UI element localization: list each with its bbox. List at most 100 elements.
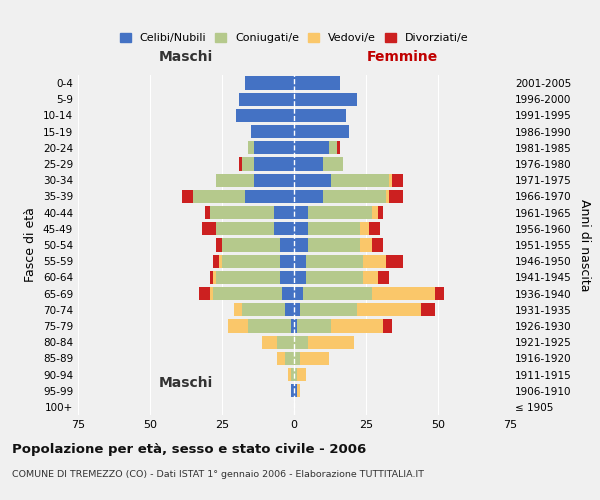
- Bar: [305, 270, 363, 284]
- Bar: [392, 174, 403, 187]
- Bar: [239, 158, 242, 170]
- Bar: [280, 270, 294, 284]
- Bar: [228, 320, 248, 332]
- Bar: [421, 303, 435, 316]
- Bar: [294, 352, 300, 365]
- Bar: [216, 174, 254, 187]
- Text: Femmine: Femmine: [367, 50, 437, 64]
- Bar: [216, 270, 280, 284]
- Bar: [294, 320, 297, 332]
- Legend: Celibi/Nubili, Coniugati/e, Vedovi/e, Divorziati/e: Celibi/Nubili, Coniugati/e, Vedovi/e, Di…: [119, 33, 469, 43]
- Bar: [308, 222, 360, 235]
- Bar: [283, 287, 294, 300]
- Bar: [248, 320, 291, 332]
- Bar: [389, 174, 392, 187]
- Bar: [297, 384, 300, 398]
- Bar: [300, 303, 358, 316]
- Bar: [222, 238, 280, 252]
- Bar: [211, 287, 214, 300]
- Bar: [193, 190, 245, 203]
- Bar: [294, 384, 297, 398]
- Bar: [211, 270, 214, 284]
- Y-axis label: Anni di nascita: Anni di nascita: [578, 198, 591, 291]
- Bar: [219, 254, 222, 268]
- Bar: [216, 222, 274, 235]
- Bar: [331, 174, 389, 187]
- Bar: [242, 158, 254, 170]
- Bar: [363, 254, 386, 268]
- Bar: [245, 76, 294, 90]
- Bar: [251, 125, 294, 138]
- Bar: [294, 336, 308, 349]
- Bar: [329, 141, 337, 154]
- Bar: [205, 206, 211, 220]
- Bar: [377, 206, 383, 220]
- Text: Popolazione per età, sesso e stato civile - 2006: Popolazione per età, sesso e stato civil…: [12, 442, 366, 456]
- Bar: [262, 336, 277, 349]
- Bar: [214, 270, 216, 284]
- Bar: [323, 158, 343, 170]
- Bar: [280, 238, 294, 252]
- Bar: [274, 206, 294, 220]
- Bar: [383, 320, 392, 332]
- Bar: [242, 303, 286, 316]
- Bar: [435, 287, 444, 300]
- Bar: [294, 254, 305, 268]
- Bar: [294, 222, 308, 235]
- Bar: [280, 254, 294, 268]
- Bar: [360, 238, 372, 252]
- Bar: [236, 109, 294, 122]
- Bar: [300, 352, 329, 365]
- Bar: [254, 174, 294, 187]
- Bar: [308, 238, 360, 252]
- Bar: [202, 222, 216, 235]
- Bar: [291, 384, 294, 398]
- Bar: [291, 320, 294, 332]
- Bar: [216, 238, 222, 252]
- Bar: [214, 287, 283, 300]
- Bar: [294, 125, 349, 138]
- Y-axis label: Fasce di età: Fasce di età: [25, 208, 37, 282]
- Bar: [294, 206, 308, 220]
- Bar: [277, 336, 294, 349]
- Bar: [222, 254, 280, 268]
- Bar: [331, 320, 383, 332]
- Bar: [323, 190, 386, 203]
- Bar: [233, 303, 242, 316]
- Bar: [386, 254, 403, 268]
- Bar: [294, 303, 300, 316]
- Bar: [294, 109, 346, 122]
- Bar: [308, 336, 355, 349]
- Bar: [286, 352, 294, 365]
- Bar: [294, 287, 302, 300]
- Bar: [369, 222, 380, 235]
- Bar: [389, 190, 403, 203]
- Bar: [248, 141, 254, 154]
- Bar: [372, 287, 435, 300]
- Bar: [294, 141, 329, 154]
- Bar: [294, 270, 305, 284]
- Bar: [377, 270, 389, 284]
- Bar: [291, 368, 294, 381]
- Bar: [297, 320, 331, 332]
- Bar: [302, 287, 372, 300]
- Bar: [182, 190, 193, 203]
- Bar: [245, 190, 294, 203]
- Text: COMUNE DI TREMEZZO (CO) - Dati ISTAT 1° gennaio 2006 - Elaborazione TUTTITALIA.I: COMUNE DI TREMEZZO (CO) - Dati ISTAT 1° …: [12, 470, 424, 479]
- Text: Maschi: Maschi: [159, 50, 213, 64]
- Text: Maschi: Maschi: [159, 376, 213, 390]
- Bar: [363, 270, 377, 284]
- Bar: [372, 206, 377, 220]
- Bar: [288, 368, 291, 381]
- Bar: [294, 368, 297, 381]
- Bar: [360, 222, 369, 235]
- Bar: [294, 158, 323, 170]
- Bar: [214, 254, 219, 268]
- Bar: [294, 238, 308, 252]
- Bar: [211, 206, 274, 220]
- Bar: [254, 141, 294, 154]
- Bar: [297, 368, 305, 381]
- Bar: [386, 190, 389, 203]
- Bar: [254, 158, 294, 170]
- Bar: [294, 92, 358, 106]
